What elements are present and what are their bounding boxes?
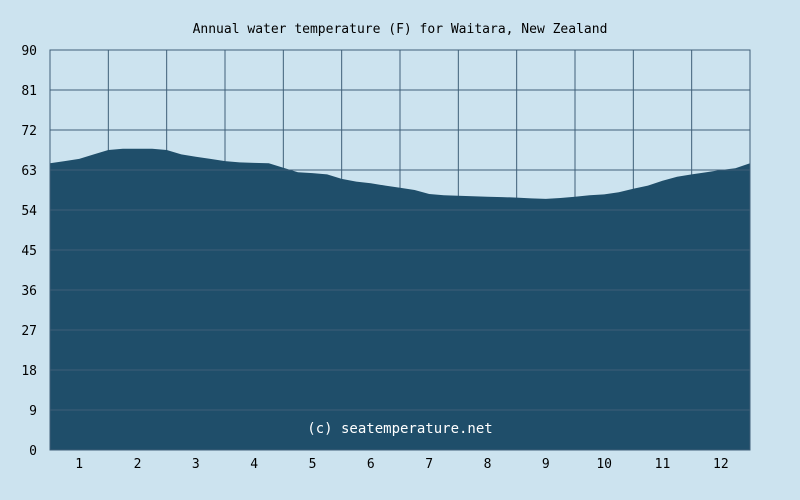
x-tick-label: 11 — [655, 457, 671, 472]
y-tick-label: 27 — [21, 324, 37, 339]
x-tick-label: 2 — [134, 457, 142, 472]
x-axis-ticks: 1 2 3 4 5 6 7 8 9 10 11 12 — [75, 457, 728, 472]
x-tick-label: 6 — [367, 457, 375, 472]
y-tick-label: 63 — [21, 164, 37, 179]
y-tick-label: 36 — [21, 284, 37, 299]
x-tick-label: 1 — [75, 457, 83, 472]
chart-title: Annual water temperature (F) for Waitara… — [193, 22, 608, 37]
y-tick-label: 18 — [21, 364, 37, 379]
y-tick-label: 81 — [21, 84, 37, 99]
x-tick-label: 4 — [250, 457, 258, 472]
horizontal-grid — [50, 89, 750, 411]
y-axis-ticks: 0 9 18 27 36 45 54 63 72 81 90 — [21, 44, 37, 459]
y-tick-label: 45 — [21, 244, 37, 259]
x-tick-label: 5 — [309, 457, 317, 472]
watermark: (c) seatemperature.net — [307, 421, 492, 437]
y-tick-label: 9 — [29, 404, 37, 419]
temperature-area — [50, 148, 750, 450]
y-tick-label: 54 — [21, 204, 37, 219]
y-tick-label: 90 — [21, 44, 37, 59]
y-tick-label: 72 — [21, 124, 37, 139]
x-tick-label: 7 — [425, 457, 433, 472]
x-tick-label: 12 — [713, 457, 729, 472]
plot-border — [49, 49, 751, 451]
x-tick-label: 3 — [192, 457, 200, 472]
x-tick-label: 10 — [596, 457, 612, 472]
x-tick-label: 9 — [542, 457, 550, 472]
y-tick-label: 0 — [29, 444, 37, 459]
x-tick-label: 8 — [484, 457, 492, 472]
